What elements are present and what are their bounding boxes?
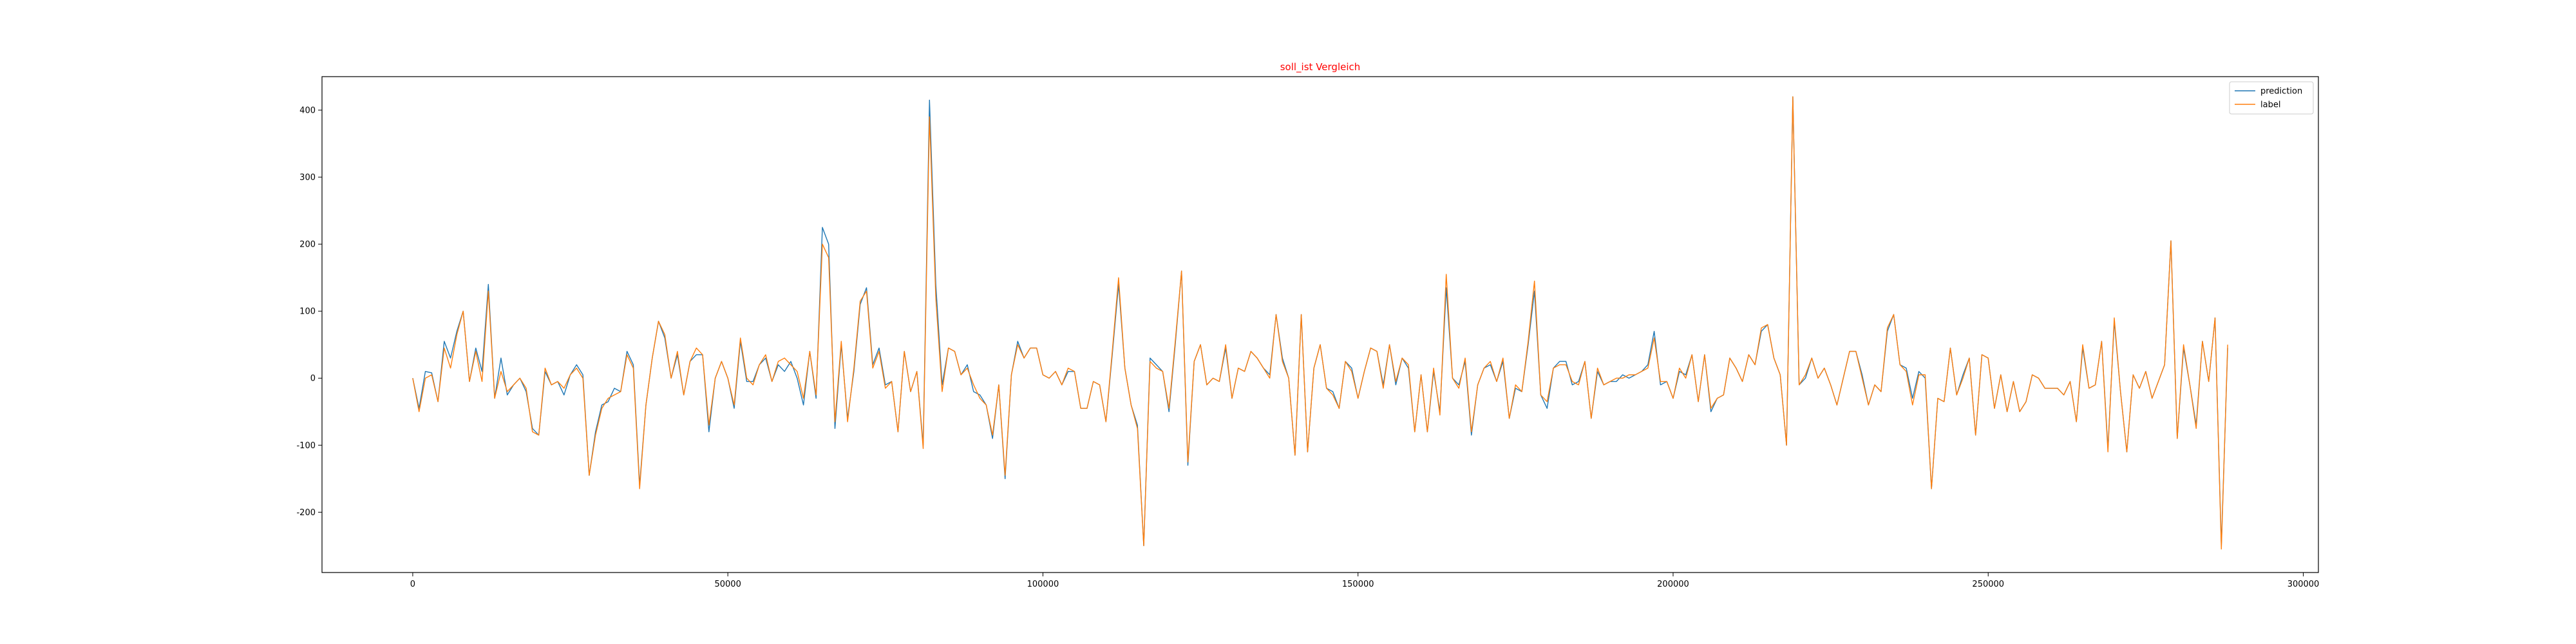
x-tick-label: 0 <box>410 580 415 589</box>
x-tick-label: 150000 <box>1342 580 1374 589</box>
y-tick-label: 200 <box>299 240 316 250</box>
series-layer <box>412 96 2228 550</box>
x-tick-label: 250000 <box>1972 580 2004 589</box>
x-tick-label: 50000 <box>714 580 741 589</box>
y-tick-label: 0 <box>310 374 316 384</box>
legend-label-label: label <box>2260 100 2280 110</box>
legend-box <box>2229 81 2314 115</box>
y-tick-label: -200 <box>296 508 316 518</box>
y-tick-label: 100 <box>299 307 316 317</box>
x-tick-label: 200000 <box>1657 580 1689 589</box>
axis-layer: 0 50000 100000 150000 200000 250000 300000 -200… <box>296 106 2319 589</box>
y-tick-label: -100 <box>296 441 316 451</box>
plot-frame <box>321 76 2319 573</box>
series-line-label <box>412 96 2228 550</box>
y-tick-label: 400 <box>299 106 316 116</box>
legend-label-prediction: prediction <box>2260 87 2302 97</box>
legend: prediction label <box>2229 81 2314 115</box>
x-tick-label: 100000 <box>1027 580 1059 589</box>
x-tick-label: 300000 <box>2287 580 2320 589</box>
chart-title: soll_ist Vergleich <box>1280 61 1361 73</box>
y-tick-label: 300 <box>299 173 316 183</box>
